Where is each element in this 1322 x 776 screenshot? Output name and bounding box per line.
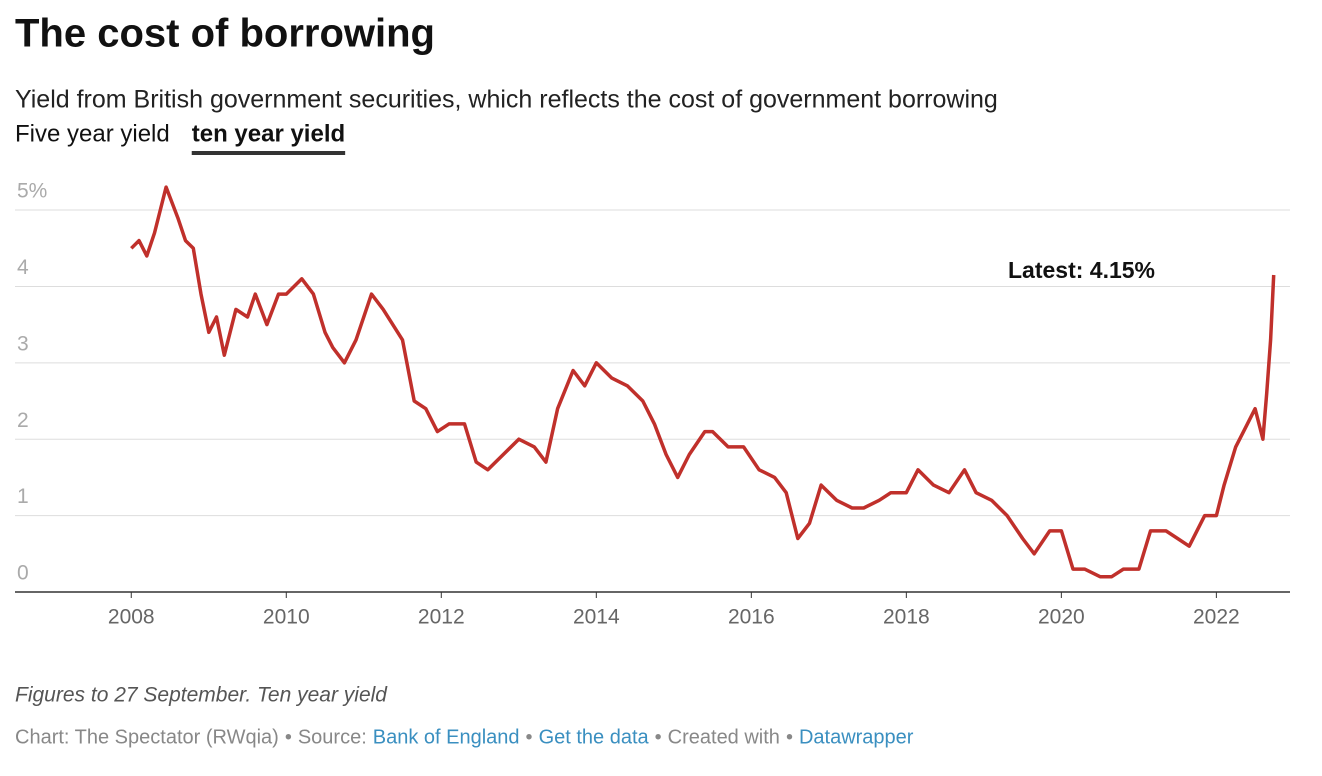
y-tick-label: 2 xyxy=(17,409,29,432)
footer-text: Source: xyxy=(298,726,367,748)
x-tick-label: 2008 xyxy=(108,606,155,629)
chart-note: Figures to 27 September. Ten year yield xyxy=(15,684,388,707)
y-tick-label: 0 xyxy=(17,562,29,585)
chart-subtitle: Yield from British government securities… xyxy=(15,86,998,114)
footer-link[interactable]: Get the data xyxy=(539,726,650,748)
x-tick-label: 2010 xyxy=(263,606,310,629)
x-tick-label: 2014 xyxy=(573,606,620,629)
data-line xyxy=(130,185,1276,579)
footer-separator: • xyxy=(285,726,292,748)
footer-separator: • xyxy=(526,726,533,748)
x-tick-label: 2020 xyxy=(1038,606,1085,629)
x-tick-label: 2016 xyxy=(728,606,775,629)
footer-separator: • xyxy=(655,726,662,748)
annotation: Latest: 4.15% xyxy=(1008,257,1155,283)
chart-title: The cost of borrowing xyxy=(15,12,435,56)
y-tick-label: 1 xyxy=(17,485,29,508)
footer-link[interactable]: Datawrapper xyxy=(799,726,914,748)
y-tick-label: 4 xyxy=(17,256,29,279)
toggle-button[interactable]: ten year yield xyxy=(192,120,345,147)
toggle-underline xyxy=(191,151,346,155)
y-tick-label: 3 xyxy=(17,332,29,355)
x-tick-label: 2018 xyxy=(883,606,930,629)
toggle-button[interactable]: Five year yield xyxy=(15,120,170,147)
footer-separator: • xyxy=(786,726,793,748)
footer-link[interactable]: Bank of England xyxy=(373,726,520,748)
footer-text: Chart: The Spectator (RWqia) xyxy=(15,726,279,748)
y-tick-label: 5% xyxy=(17,180,47,203)
x-tick-label: 2022 xyxy=(1193,606,1240,629)
x-tick-label: 2012 xyxy=(418,606,465,629)
footer-text: Created with xyxy=(668,726,780,748)
